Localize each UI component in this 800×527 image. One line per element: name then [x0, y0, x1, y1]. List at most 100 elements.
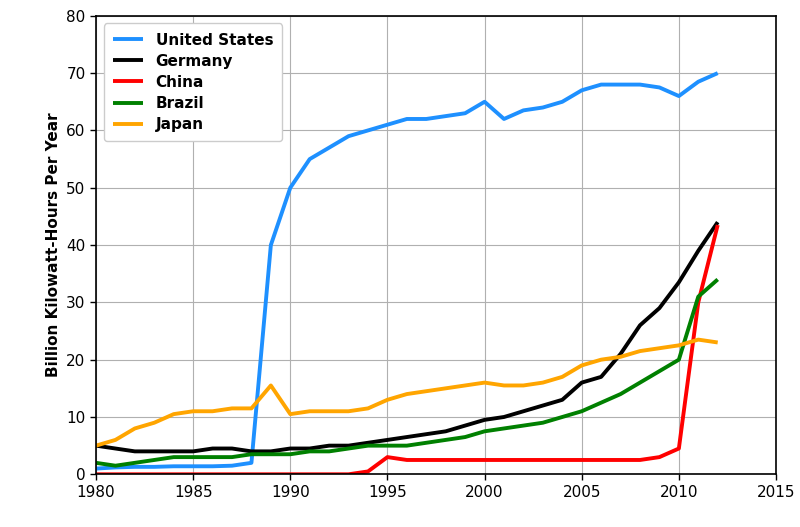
- China: [227, 471, 237, 477]
- Line: Brazil: Brazil: [96, 279, 718, 466]
- China: [188, 471, 198, 477]
- Brazil: [558, 414, 567, 420]
- United States: [596, 81, 606, 87]
- Japan: [344, 408, 354, 414]
- China: [635, 457, 645, 463]
- United States: [344, 133, 354, 139]
- Japan: [286, 411, 295, 417]
- Brazil: [654, 368, 664, 374]
- Germany: [208, 445, 218, 452]
- United States: [713, 70, 722, 76]
- Germany: [169, 448, 178, 454]
- Legend: United States, Germany, China, Brazil, Japan: United States, Germany, China, Brazil, J…: [104, 23, 282, 141]
- Brazil: [208, 454, 218, 460]
- China: [518, 457, 528, 463]
- China: [441, 457, 450, 463]
- United States: [694, 79, 703, 85]
- Germany: [266, 448, 276, 454]
- United States: [91, 465, 101, 472]
- Brazil: [596, 399, 606, 406]
- Japan: [713, 339, 722, 346]
- Brazil: [480, 428, 490, 434]
- Germany: [654, 305, 664, 311]
- United States: [674, 93, 684, 99]
- Japan: [208, 408, 218, 414]
- Germany: [344, 443, 354, 449]
- Brazil: [110, 463, 120, 469]
- United States: [169, 463, 178, 470]
- Germany: [441, 428, 450, 434]
- China: [499, 457, 509, 463]
- Japan: [441, 385, 450, 392]
- Germany: [324, 443, 334, 449]
- China: [616, 457, 626, 463]
- Germany: [538, 403, 548, 409]
- United States: [480, 99, 490, 105]
- Japan: [227, 405, 237, 412]
- Brazil: [305, 448, 314, 454]
- United States: [616, 81, 626, 87]
- Japan: [402, 391, 412, 397]
- China: [674, 445, 684, 452]
- Brazil: [441, 437, 450, 443]
- Germany: [674, 279, 684, 286]
- China: [150, 471, 159, 477]
- Brazil: [324, 448, 334, 454]
- United States: [286, 184, 295, 191]
- Brazil: [577, 408, 586, 414]
- Germany: [286, 445, 295, 452]
- Germany: [558, 397, 567, 403]
- Brazil: [674, 356, 684, 363]
- United States: [538, 104, 548, 111]
- Japan: [480, 379, 490, 386]
- Japan: [110, 437, 120, 443]
- Japan: [518, 382, 528, 388]
- Germany: [616, 351, 626, 357]
- Germany: [305, 445, 314, 452]
- Japan: [422, 388, 431, 394]
- Germany: [577, 379, 586, 386]
- Japan: [246, 405, 256, 412]
- Brazil: [713, 276, 722, 282]
- Brazil: [460, 434, 470, 440]
- Japan: [130, 425, 140, 432]
- Brazil: [344, 445, 354, 452]
- Germany: [402, 434, 412, 440]
- United States: [246, 460, 256, 466]
- Brazil: [169, 454, 178, 460]
- Line: Germany: Germany: [96, 222, 718, 451]
- United States: [422, 116, 431, 122]
- Japan: [266, 382, 276, 388]
- Germany: [363, 440, 373, 446]
- Brazil: [246, 451, 256, 457]
- Germany: [422, 431, 431, 437]
- Germany: [480, 417, 490, 423]
- United States: [558, 99, 567, 105]
- Brazil: [266, 451, 276, 457]
- Japan: [577, 362, 586, 368]
- China: [110, 471, 120, 477]
- Germany: [382, 437, 392, 443]
- China: [558, 457, 567, 463]
- United States: [460, 110, 470, 116]
- China: [422, 457, 431, 463]
- United States: [518, 107, 528, 113]
- United States: [441, 113, 450, 119]
- China: [286, 471, 295, 477]
- China: [169, 471, 178, 477]
- China: [246, 471, 256, 477]
- Brazil: [382, 443, 392, 449]
- Japan: [305, 408, 314, 414]
- Japan: [558, 374, 567, 380]
- Germany: [635, 322, 645, 328]
- Brazil: [150, 457, 159, 463]
- Japan: [616, 354, 626, 360]
- Brazil: [286, 451, 295, 457]
- Brazil: [363, 443, 373, 449]
- Japan: [150, 419, 159, 426]
- China: [480, 457, 490, 463]
- China: [654, 454, 664, 460]
- United States: [150, 464, 159, 470]
- Brazil: [91, 460, 101, 466]
- Brazil: [694, 294, 703, 300]
